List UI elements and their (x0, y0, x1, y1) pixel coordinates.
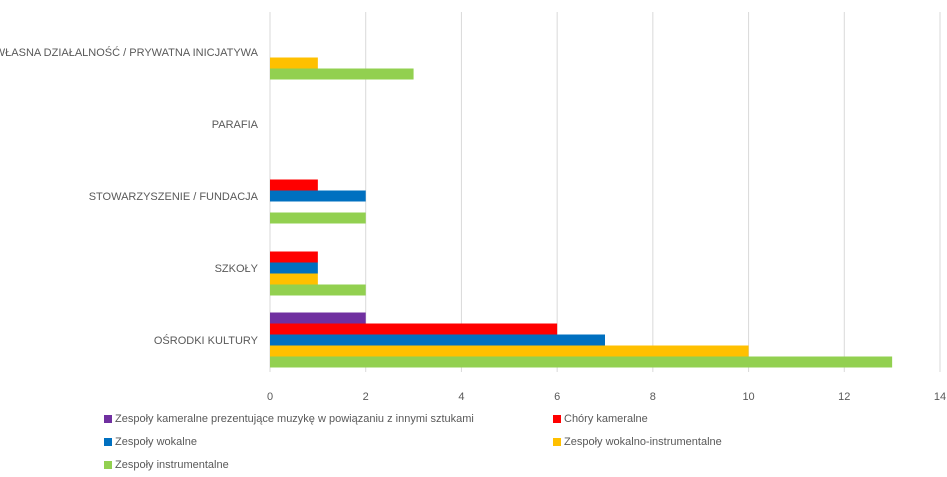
bar (270, 179, 318, 191)
x-tick-label: 6 (554, 391, 560, 403)
bar (270, 356, 893, 368)
bar (270, 273, 318, 285)
x-tick-label: 0 (267, 391, 273, 403)
bar (270, 323, 558, 335)
bar (270, 345, 749, 357)
x-tick-label: 14 (934, 391, 946, 403)
x-tick-label: 2 (363, 391, 369, 403)
bar (270, 57, 318, 69)
category-label: OŚRODKI KULTURY (154, 334, 259, 347)
x-tick-label: 12 (838, 391, 850, 403)
category-label: STOWARZYSZENIE / FUNDACJA (89, 191, 259, 203)
bar (270, 212, 366, 224)
x-tick-label: 8 (650, 391, 656, 403)
bar (270, 68, 414, 80)
category-label: WŁASNA DZIAŁALNOŚĆ / PRYWATNA INICJATYWA (0, 46, 259, 59)
bar (270, 262, 318, 274)
bar (270, 284, 366, 296)
bar (270, 190, 366, 202)
bar (270, 334, 605, 346)
x-tick-label: 4 (458, 391, 464, 403)
bar (270, 312, 366, 324)
x-tick-label: 10 (742, 391, 754, 403)
category-label: SZKOŁY (215, 263, 259, 275)
category-label: PARAFIA (212, 119, 259, 131)
bar (270, 251, 318, 263)
